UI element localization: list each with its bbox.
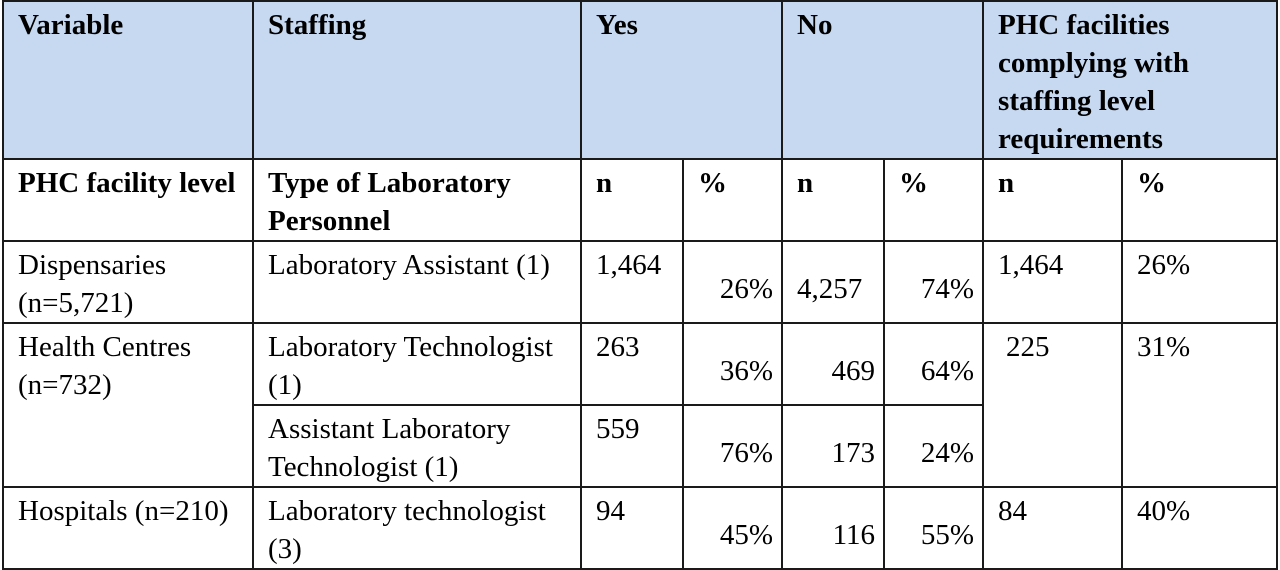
subheader-yes-n: n (580, 158, 684, 242)
subheader-level: PHC facility level (2, 158, 254, 242)
no-n-cell: 469 (781, 322, 886, 406)
subheader-yes-pct: % (681, 158, 784, 242)
no-n-cell: 116 (781, 486, 886, 570)
yes-pct-cell: 45% (681, 486, 784, 570)
personnel-cell: Assistant Laboratory Technologist (1) (252, 404, 582, 488)
header-no: No (781, 0, 985, 160)
subheader-no-n: n (781, 158, 886, 242)
no-pct-cell: 55% (883, 486, 985, 570)
subheader-personnel: Type of Laboratory Personnel (252, 158, 582, 242)
subheader-no-pct: % (883, 158, 985, 242)
personnel-cell: Laboratory Assistant (1) (252, 240, 582, 324)
table-row-health-centres-assistant: Assistant Laboratory Technologist (1) 55… (3, 404, 1277, 488)
yes-pct-cell: 76% (681, 404, 784, 488)
comp-pct-cell: 40% (1121, 486, 1279, 570)
no-pct-cell: 24% (883, 404, 985, 488)
header-staffing: Staffing (252, 0, 582, 160)
table-row-health-centres: Health Centres (n=732) Laboratory Techno… (2, 322, 1279, 488)
facility-cell: Health Centres (n=732) (2, 322, 254, 488)
subheader-comp-n: n (982, 158, 1124, 242)
yes-n-cell: 263 (580, 322, 684, 406)
no-n-cell: 4,257 (781, 240, 886, 324)
yes-n-cell: 559 (580, 404, 684, 488)
comp-n-cell: 225 (982, 322, 1124, 488)
no-pct-cell: 64% (883, 322, 985, 406)
header-yes: Yes (579, 0, 784, 160)
header-row: Variable Staffing Yes No PHC facilities … (2, 0, 1279, 160)
yes-pct-cell: 36% (681, 322, 784, 406)
comp-pct-cell: 31% (1121, 322, 1279, 488)
header-variable: Variable (2, 0, 254, 160)
subheader-comp-pct: % (1121, 158, 1279, 242)
header-compliance: PHC facilities complying with staffing l… (982, 0, 1279, 160)
subheader-row: PHC facility level Type of Laboratory Pe… (2, 158, 1279, 242)
yes-n-cell: 94 (580, 486, 684, 570)
comp-pct-cell: 26% (1121, 240, 1279, 324)
facility-cell: Dispensaries (n=5,721) (2, 240, 254, 324)
no-n-cell: 173 (781, 404, 886, 488)
comp-n-cell: 1,464 (982, 240, 1124, 324)
table-row-hospitals: Hospitals (n=210) Laboratory technologis… (2, 486, 1279, 570)
table-row-dispensaries: Dispensaries (n=5,721) Laboratory Assist… (2, 240, 1279, 324)
no-pct-cell: 74% (883, 240, 985, 324)
yes-pct-cell: 26% (681, 240, 784, 324)
personnel-cell: Laboratory technologist (3) (252, 486, 582, 570)
comp-n-cell: 84 (982, 486, 1124, 570)
personnel-cell: Laboratory Technologist (1) (252, 322, 582, 406)
facility-cell: Hospitals (n=210) (2, 486, 254, 570)
yes-n-cell: 1,464 (580, 240, 684, 324)
